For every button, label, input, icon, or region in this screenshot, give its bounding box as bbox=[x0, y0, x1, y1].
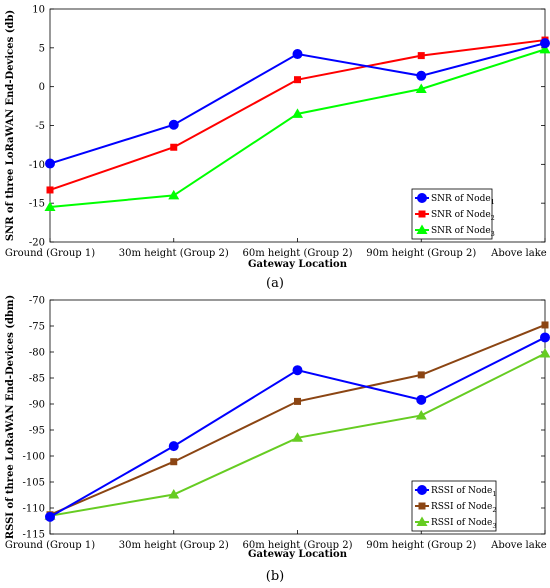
series-line bbox=[49, 48, 546, 209]
legend-marker bbox=[418, 210, 426, 218]
x-tick-label: 60m height (Group 2) bbox=[243, 540, 353, 551]
x-tick-label: Above lake (Group 3) bbox=[490, 540, 550, 551]
y-tick-label: -5 bbox=[35, 121, 45, 132]
panel-label: (b) bbox=[266, 569, 284, 584]
data-point bbox=[292, 432, 303, 442]
legend-marker bbox=[417, 193, 427, 203]
y-tick-label: -10 bbox=[29, 160, 45, 171]
series-node-1 bbox=[45, 38, 550, 169]
y-tick-label: -15 bbox=[29, 199, 45, 210]
x-tick-label: 30m height (Group 2) bbox=[119, 248, 229, 259]
y-tick-label: -100 bbox=[23, 452, 45, 463]
y-tick-label: -20 bbox=[29, 238, 45, 249]
x-tick-label: 60m height (Group 2) bbox=[243, 248, 353, 259]
data-point bbox=[540, 332, 550, 343]
data-point bbox=[46, 186, 54, 194]
data-point bbox=[416, 70, 427, 81]
y-axis-title: RSSI of three LoRaWAN End-Devices (dbm) bbox=[5, 295, 16, 539]
data-point bbox=[417, 52, 425, 60]
legend-label: RSSI of Node3 bbox=[431, 518, 497, 530]
data-point bbox=[45, 511, 55, 522]
data-point bbox=[168, 488, 180, 499]
x-tick-label: Ground (Group 1) bbox=[5, 248, 95, 259]
legend-label: RSSI of Node1 bbox=[431, 486, 497, 498]
y-axis-title: SNR of three LoRaWAN End-Devices (db) bbox=[5, 10, 16, 241]
data-point bbox=[168, 189, 180, 200]
legend-entry: SNR of Node1 bbox=[415, 193, 495, 206]
legend-marker bbox=[418, 502, 426, 510]
y-tick-label: -95 bbox=[29, 426, 45, 437]
legend-marker bbox=[416, 224, 428, 234]
y-tick-label: -85 bbox=[29, 374, 45, 385]
series-node-1 bbox=[45, 332, 550, 522]
y-tick-label: 10 bbox=[32, 5, 45, 16]
legend-label: SNR of Node1 bbox=[431, 194, 495, 206]
data-point bbox=[168, 119, 179, 130]
legend-marker bbox=[416, 516, 428, 526]
y-tick-label: -70 bbox=[29, 296, 45, 307]
data-point bbox=[415, 409, 427, 420]
y-tick-label: 0 bbox=[39, 82, 45, 93]
data-point bbox=[45, 158, 55, 169]
y-tick-label: 5 bbox=[39, 43, 45, 54]
legend-marker bbox=[417, 485, 427, 495]
x-tick-label: 30m height (Group 2) bbox=[119, 540, 229, 551]
y-tick-label: -75 bbox=[29, 322, 45, 333]
y-tick-label: -90 bbox=[29, 400, 45, 411]
legend-entry: SNR of Node3 bbox=[415, 224, 495, 238]
x-axis-title: Gateway Location bbox=[248, 549, 348, 560]
data-point bbox=[170, 458, 178, 466]
x-tick-label: Above lake (Group 3) bbox=[490, 248, 550, 259]
data-point bbox=[541, 321, 549, 329]
panel-label: (a) bbox=[266, 276, 284, 291]
data-point bbox=[170, 143, 178, 151]
x-tick-label: 90m height (Group 2) bbox=[366, 540, 476, 551]
chart-panel-2: -70 -75 -80 -85 -90 -95 -100 -105 -110 -115Ground… bbox=[5, 295, 550, 584]
legend-entry: RSSI of Node1 bbox=[415, 485, 497, 498]
legend-label: SNR of Node3 bbox=[431, 226, 495, 238]
data-point bbox=[539, 43, 550, 54]
x-axis-title: Gateway Location bbox=[248, 259, 348, 270]
legend-entry: SNR of Node2 bbox=[415, 210, 495, 222]
data-point bbox=[44, 201, 56, 212]
data-point bbox=[168, 441, 179, 452]
legend-label: RSSI of Node2 bbox=[431, 502, 497, 514]
x-tick-label: 90m height (Group 2) bbox=[366, 248, 476, 259]
data-point bbox=[292, 365, 303, 376]
legend-entry: RSSI of Node3 bbox=[415, 516, 497, 530]
y-tick-label: -110 bbox=[23, 504, 45, 515]
y-tick-label: -105 bbox=[23, 478, 45, 489]
data-point bbox=[294, 397, 301, 405]
data-point bbox=[540, 38, 550, 49]
legend-entry: RSSI of Node2 bbox=[415, 502, 497, 514]
data-point bbox=[294, 76, 301, 84]
data-point bbox=[415, 83, 427, 93]
data-point bbox=[417, 371, 425, 379]
y-tick-label: -115 bbox=[23, 530, 45, 541]
series-line bbox=[49, 42, 546, 165]
x-tick-label: Ground (Group 1) bbox=[5, 540, 95, 551]
series-node-3 bbox=[44, 43, 550, 212]
legend-label: SNR of Node2 bbox=[431, 210, 495, 222]
legend: SNR of Node1 SNR of Node2 SNR of Node3 bbox=[411, 188, 495, 240]
data-point bbox=[539, 348, 550, 358]
legend: RSSI of Node1 RSSI of Node2 RSSI of Node3 bbox=[411, 480, 497, 532]
y-tick-label: -80 bbox=[29, 348, 45, 359]
data-point bbox=[292, 49, 303, 60]
data-point bbox=[416, 394, 427, 405]
data-point bbox=[292, 108, 303, 118]
